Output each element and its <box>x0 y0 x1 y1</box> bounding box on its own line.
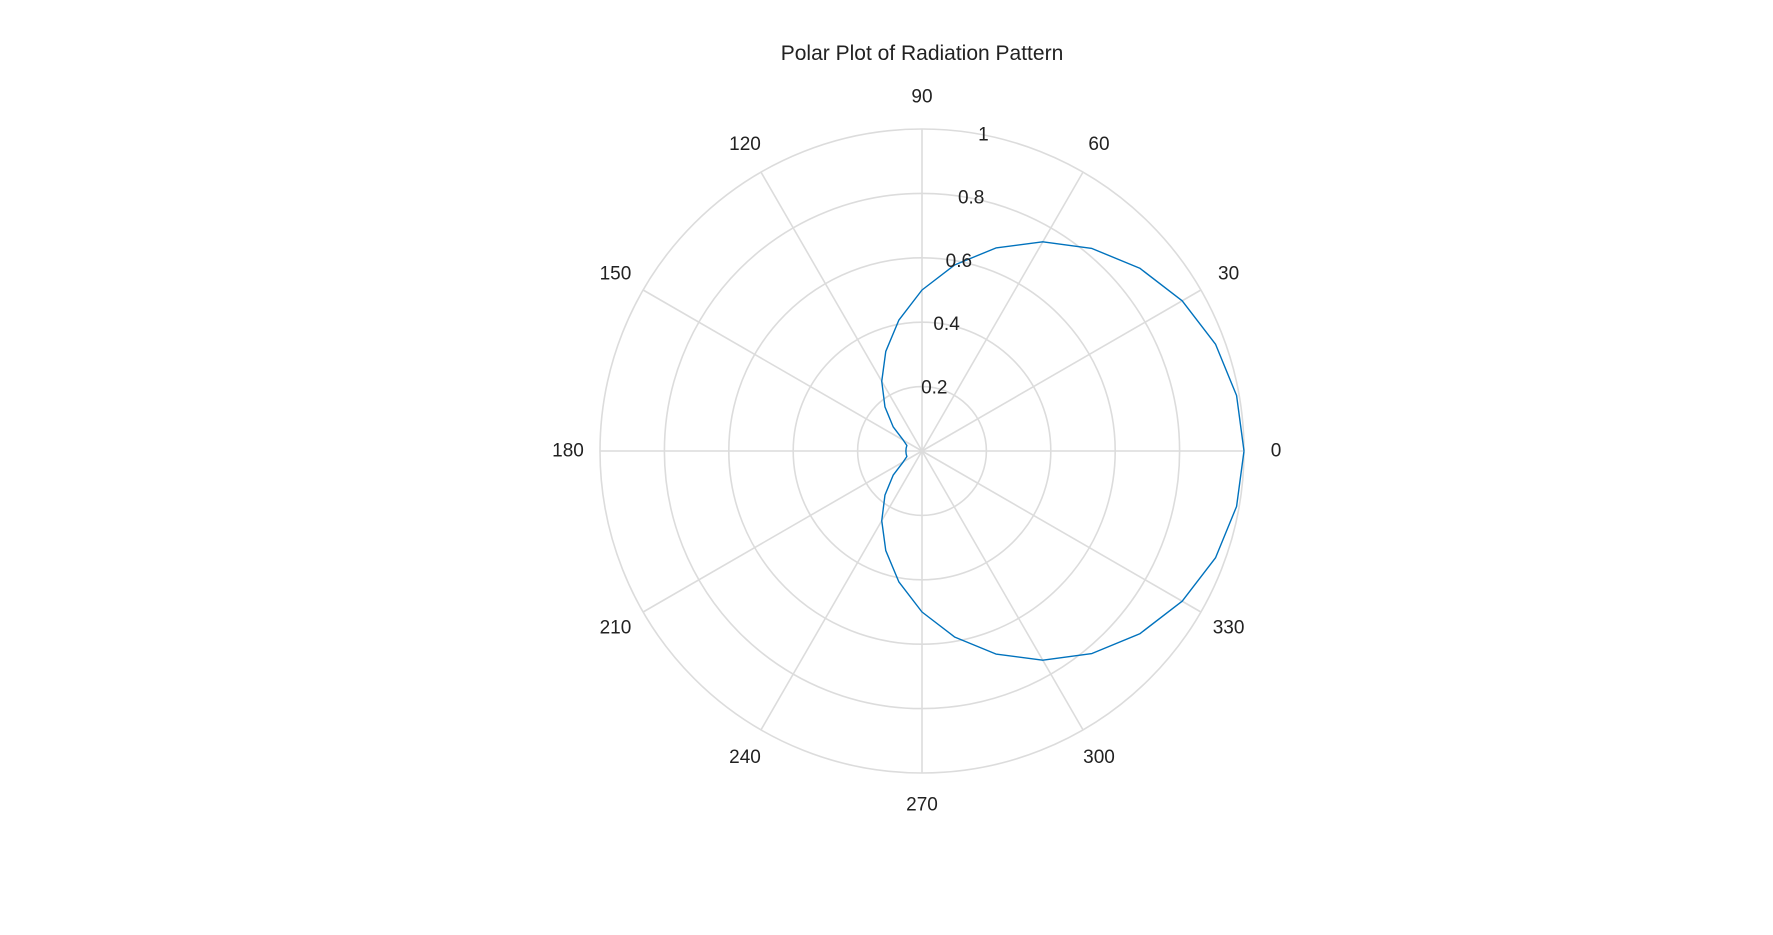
r-gridline <box>727 256 1116 645</box>
r-tick-label: 1 <box>978 124 989 145</box>
theta-gridline <box>921 450 1084 731</box>
r-gridline <box>856 385 988 517</box>
theta-tick-label: 150 <box>600 264 632 285</box>
theta-tick-label: 0 <box>1271 441 1282 462</box>
r-gridline <box>792 321 1052 581</box>
theta-gridline <box>760 171 923 452</box>
theta-tick-label: 210 <box>600 618 632 639</box>
r-tick-label: 0.2 <box>921 377 947 398</box>
theta-tick-label: 270 <box>906 795 938 816</box>
series-layer <box>881 241 1245 661</box>
theta-gridline <box>642 450 923 613</box>
theta-tick-label: 30 <box>1218 264 1239 285</box>
theta-tick-label: 90 <box>911 87 932 108</box>
polar-grid <box>599 128 1245 774</box>
theta-gridline <box>921 171 1084 452</box>
chart-title: Polar Plot of Radiation Pattern <box>781 42 1064 65</box>
r-gridline <box>663 192 1181 710</box>
r-tick-label: 0.4 <box>933 314 960 335</box>
theta-tick-label: 60 <box>1088 134 1109 155</box>
r-tick-label: 0.6 <box>946 251 972 272</box>
theta-tick-label: 240 <box>729 747 761 768</box>
theta-gridline <box>921 450 1202 613</box>
theta-tick-label: 330 <box>1213 618 1245 639</box>
theta-gridline <box>760 450 923 731</box>
theta-gridline <box>921 289 1202 452</box>
r-tick-label: 0.8 <box>958 188 984 209</box>
theta-gridline <box>642 289 923 452</box>
tick-labels: 0 30 60 90 120 150 180 210 240 270 300 330 0.2 0.4 0.6… <box>552 87 1281 816</box>
theta-tick-label: 300 <box>1083 747 1115 768</box>
theta-tick-label: 120 <box>729 134 761 155</box>
theta-tick-label: 180 <box>552 441 584 462</box>
series-line <box>881 241 1245 661</box>
